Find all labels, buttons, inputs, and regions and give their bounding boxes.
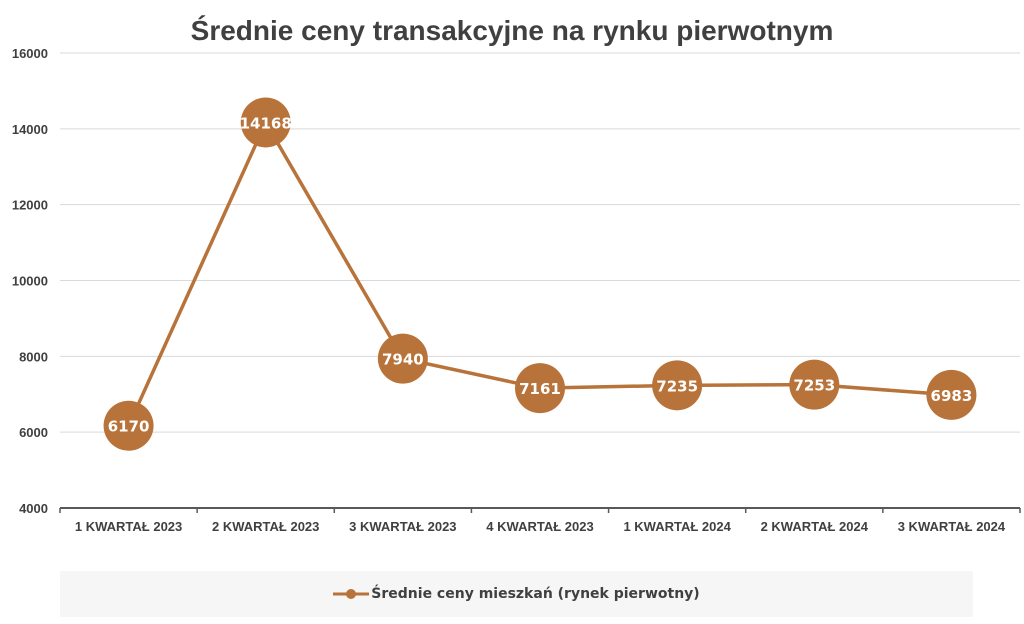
data-label: 14168 [240, 114, 292, 132]
chart-title: Średnie ceny transakcyjne na rynku pierw… [191, 15, 834, 46]
x-tick-label: 2 KWARTAŁ 2024 [761, 519, 869, 534]
y-tick-label: 14000 [12, 122, 48, 137]
data-label: 7161 [519, 380, 561, 398]
line-chart: Średnie ceny transakcyjne na rynku pierw… [12, 15, 1021, 534]
legend: Średnie ceny mieszkań (rynek pierwotny) [60, 571, 973, 617]
legend-item[interactable]: Średnie ceny mieszkań (rynek pierwotny) [60, 571, 973, 617]
data-point[interactable] [789, 359, 840, 410]
data-label: 7253 [793, 377, 835, 395]
y-tick-label: 12000 [12, 198, 48, 213]
data-point[interactable] [926, 369, 977, 420]
data-label: 7235 [656, 377, 698, 395]
data-point[interactable] [652, 360, 703, 411]
x-tick-label: 1 KWARTAŁ 2023 [75, 519, 182, 534]
data-point[interactable] [377, 333, 428, 384]
y-tick-label: 8000 [19, 349, 48, 364]
x-tick-label: 4 KWARTAŁ 2023 [486, 519, 593, 534]
data-label: 6170 [108, 418, 150, 436]
x-tick-label: 3 KWARTAŁ 2023 [349, 519, 456, 534]
data-point[interactable] [103, 400, 154, 451]
data-point[interactable] [515, 363, 565, 414]
data-label: 6983 [931, 387, 973, 405]
x-tick-label: 2 KWARTAŁ 2023 [212, 519, 319, 534]
y-tick-label: 4000 [19, 501, 48, 516]
data-label: 7940 [382, 351, 424, 369]
x-tick-label: 1 KWARTAŁ 2024 [623, 519, 731, 534]
data-point[interactable] [240, 97, 291, 148]
x-tick-label: 3 KWARTAŁ 2024 [898, 519, 1006, 534]
legend-line-marker-icon [333, 589, 370, 599]
y-tick-label: 16000 [12, 46, 48, 61]
y-tick-label: 10000 [12, 274, 48, 289]
legend-label: Średnie ceny mieszkań (rynek pierwotny) [371, 586, 700, 602]
y-tick-label: 6000 [19, 425, 48, 440]
